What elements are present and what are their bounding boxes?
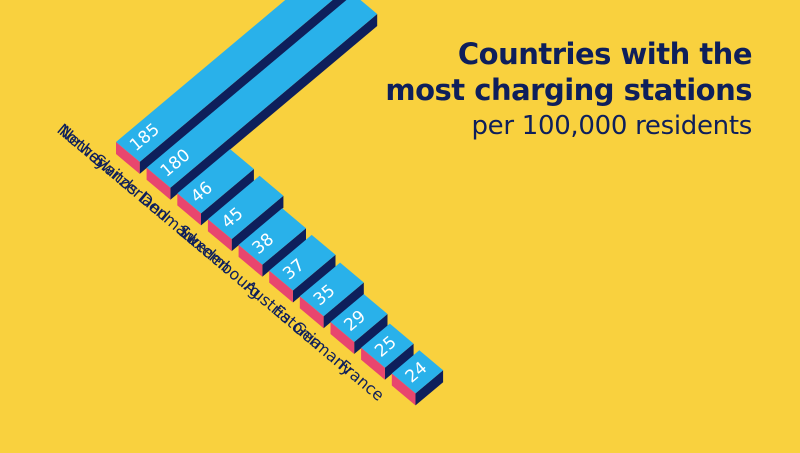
bar-denmark: 45 xyxy=(207,175,284,252)
bar-top-face xyxy=(299,262,364,317)
chart-subtitle: per 100,000 residents xyxy=(471,111,752,141)
bar-side-face xyxy=(354,314,388,354)
bar-front-face xyxy=(207,219,232,252)
bar-top-face xyxy=(177,149,254,214)
chart-title-line-2: most charging stations xyxy=(385,73,752,107)
bar-top-face xyxy=(330,294,388,342)
bar-top-face xyxy=(361,323,414,368)
bar-front-face xyxy=(391,373,416,406)
bar-france: 24 xyxy=(391,350,444,406)
bar-side-face xyxy=(231,195,284,252)
bar-side-face xyxy=(323,282,364,329)
bar-side-face xyxy=(415,370,444,406)
bar-front-face xyxy=(177,193,201,226)
bar-front-face xyxy=(330,322,355,354)
bar-top-face xyxy=(146,0,378,188)
bar-top-face xyxy=(116,0,333,162)
bar-top-face xyxy=(391,350,444,394)
bar-top-face xyxy=(238,208,306,265)
bar-netherlands: 180 xyxy=(146,0,378,200)
bar-side-face xyxy=(201,169,254,226)
bar-side-face xyxy=(170,14,378,200)
bar-luxembourg: 37 xyxy=(269,234,336,303)
bar-switzerland: 46 xyxy=(177,149,254,226)
chart-title-block: Countries with the most charging station… xyxy=(385,36,752,144)
bar-front-face xyxy=(238,244,263,277)
bar-side-face xyxy=(384,343,414,380)
bar-side-face xyxy=(292,254,336,303)
bar-side-face xyxy=(262,228,306,277)
bar-estonia: 29 xyxy=(330,294,388,354)
bar-top-face xyxy=(207,175,284,240)
bar-front-face xyxy=(116,142,140,174)
bar-front-face xyxy=(299,296,324,329)
chart-title-line-1: Countries with the xyxy=(457,37,753,71)
bar-germany: 25 xyxy=(361,323,414,380)
bar-austria: 35 xyxy=(299,262,364,329)
bar-top-face xyxy=(269,234,336,291)
bar-front-face xyxy=(146,167,171,200)
bar-sweden: 38 xyxy=(238,208,306,277)
bar-front-face xyxy=(269,270,293,303)
bar-front-face xyxy=(361,347,385,380)
